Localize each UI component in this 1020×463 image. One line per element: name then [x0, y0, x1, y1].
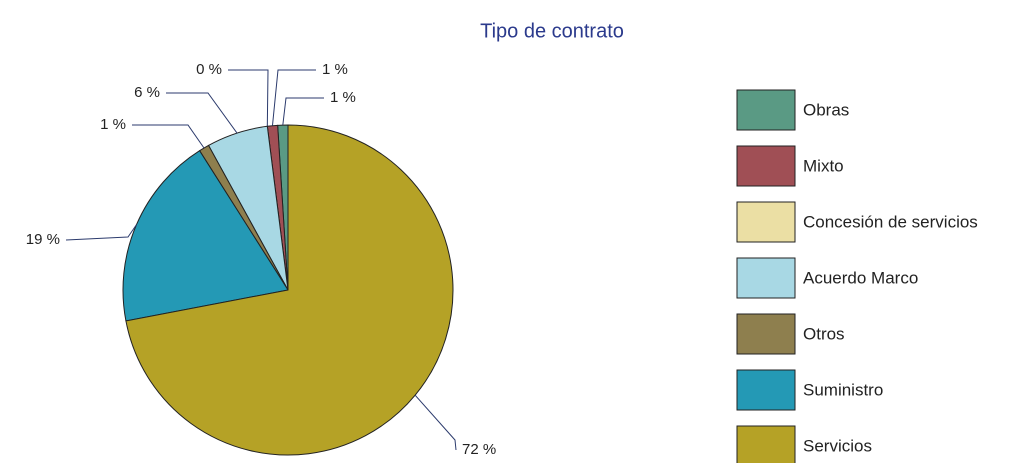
- data-label: 19 %: [26, 231, 60, 248]
- leader-line: [65, 224, 137, 241]
- legend-swatch: [736, 369, 796, 411]
- leader-line: [271, 69, 316, 126]
- legend-label: Obras: [803, 100, 849, 119]
- legend-label: Servicios: [803, 436, 872, 455]
- chart-title: Tipo de contrato: [480, 20, 624, 42]
- legend-swatch: [736, 201, 796, 243]
- legend-swatch: [736, 257, 796, 299]
- data-label: 1 %: [330, 89, 356, 106]
- legend-label: Mixto: [803, 156, 844, 175]
- legend-label: Otros: [803, 324, 845, 343]
- data-label: 6 %: [134, 84, 160, 101]
- legend-label: Suministro: [803, 380, 883, 399]
- data-label: 1 %: [100, 116, 126, 133]
- leader-line: [414, 394, 457, 451]
- data-label: 1 %: [322, 61, 348, 78]
- leader-line: [282, 97, 324, 126]
- leader-line: [166, 92, 238, 134]
- data-label: 0 %: [196, 61, 222, 78]
- legend-swatch: [736, 145, 796, 187]
- legend-swatch: [736, 425, 796, 463]
- legend-swatch: [736, 89, 796, 131]
- pie-slice: [122, 149, 289, 322]
- leader-line: [132, 124, 205, 149]
- data-label: 72 %: [462, 441, 496, 458]
- legend-swatch: [736, 313, 796, 355]
- legend-label: Concesión de servicios: [803, 212, 978, 231]
- leader-line: [228, 69, 269, 127]
- legend-label: Acuerdo Marco: [803, 268, 918, 287]
